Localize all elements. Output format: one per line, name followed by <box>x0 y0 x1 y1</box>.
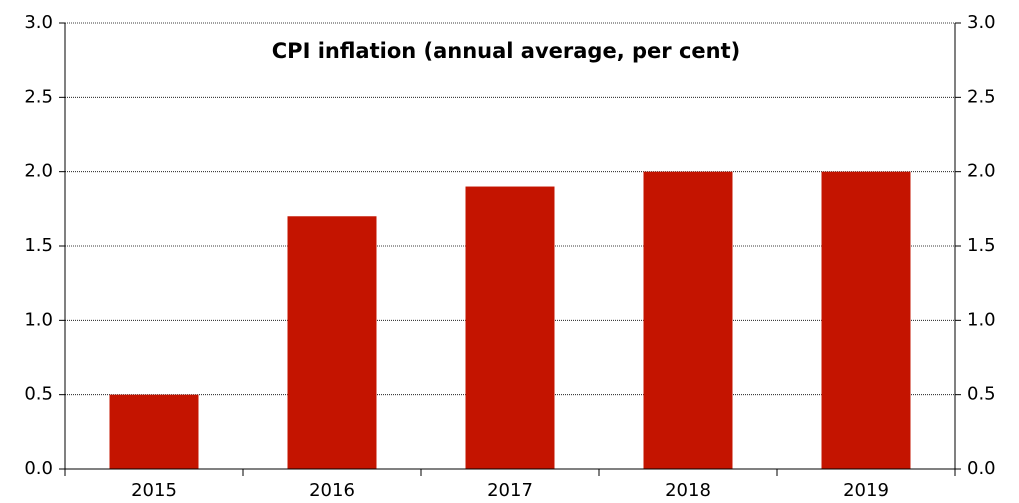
x-tick-label: 2017 <box>487 480 533 501</box>
y-tick-label: 0.5 <box>24 384 53 405</box>
x-tick-label: 2015 <box>131 480 177 501</box>
y-tick-label: 3.0 <box>24 12 53 33</box>
y-tick-label: 2.0 <box>24 161 53 182</box>
y2-tick-label: 3.0 <box>967 12 996 33</box>
bar <box>109 394 199 469</box>
y2-tick-label: 0.5 <box>967 384 996 405</box>
x-tick-label: 2016 <box>309 480 355 501</box>
bar <box>287 216 377 469</box>
chart-title: CPI inflation (annual average, per cent) <box>272 39 740 63</box>
y-tick-label: 0.0 <box>24 458 53 479</box>
x-tick-label: 2019 <box>843 480 889 501</box>
bar <box>821 171 911 469</box>
y2-tick-label: 2.0 <box>967 161 996 182</box>
y-tick-label: 1.0 <box>24 309 53 330</box>
y-tick-label: 2.5 <box>24 86 53 107</box>
y2-tick-label: 1.0 <box>967 309 996 330</box>
bar <box>643 171 733 469</box>
y2-tick-label: 0.0 <box>967 458 996 479</box>
y2-tick-label: 2.5 <box>967 86 996 107</box>
bar <box>465 186 555 470</box>
x-tick-label: 2018 <box>665 480 711 501</box>
y-tick-label: 1.5 <box>24 235 53 256</box>
y2-tick-label: 1.5 <box>967 235 996 256</box>
